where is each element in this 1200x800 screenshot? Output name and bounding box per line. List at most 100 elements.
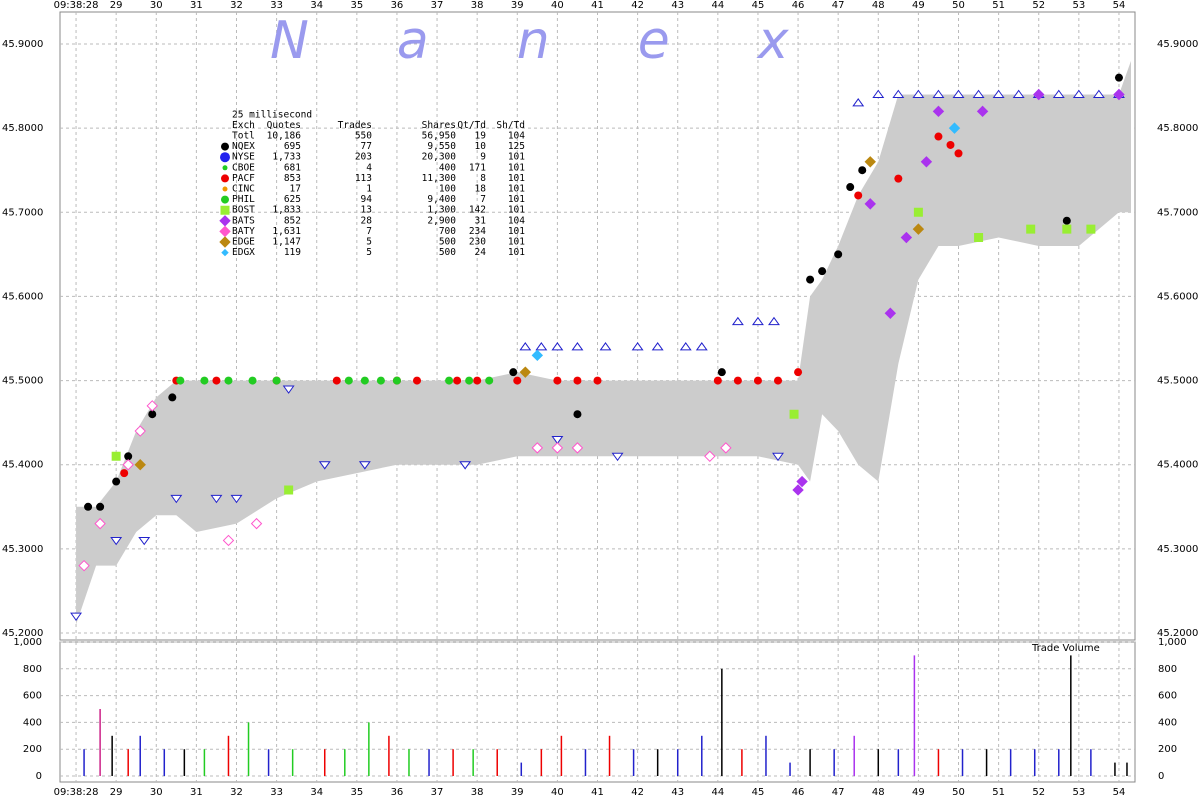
table-cell: NQEX <box>232 141 255 152</box>
x-tick-label: 36 <box>391 0 404 11</box>
volume-bar <box>701 735 703 776</box>
x-tick-label: 42 <box>631 787 644 798</box>
quote-marker <box>168 393 177 402</box>
quote-marker <box>284 485 294 495</box>
quote-marker <box>952 89 965 98</box>
volume-bar <box>809 749 811 776</box>
volume-bar <box>985 749 988 776</box>
quote-marker <box>1026 224 1036 234</box>
table-cell: 8 <box>480 173 486 184</box>
quote-marker <box>934 132 943 141</box>
quote-marker <box>138 536 151 546</box>
quote-marker <box>453 376 462 385</box>
x-tick-label: 37 <box>431 787 444 798</box>
quote-marker <box>358 461 371 470</box>
table-cell: 500 <box>439 237 456 248</box>
x-tick-label: 33 <box>270 0 283 11</box>
legend-symbol <box>219 236 231 248</box>
volume-bar <box>323 749 326 776</box>
table-cell: BATS <box>232 215 255 226</box>
quote-marker <box>864 198 876 210</box>
table-cell: CBOE <box>232 162 255 173</box>
y-tick-label: 600 <box>1158 691 1177 702</box>
table-cell: PHIL <box>232 194 255 205</box>
quote-marker <box>1012 89 1025 98</box>
x-tick-label: 51 <box>992 787 1005 798</box>
table-cell: 20,300 <box>422 152 457 163</box>
table-cell: 625 <box>284 194 301 205</box>
table-cell: 1,300 <box>427 205 456 216</box>
quote-marker <box>551 442 564 454</box>
volume-bar <box>496 749 498 776</box>
quote-marker <box>70 612 83 622</box>
quote-marker <box>376 376 385 385</box>
quote-marker <box>731 316 744 326</box>
x-tick-label: 42 <box>631 0 644 11</box>
table-cell: EDGE <box>232 237 255 248</box>
x-tick-label: 48 <box>872 787 885 798</box>
x-tick-label: 50 <box>952 0 965 11</box>
volume-bar <box>897 749 900 776</box>
quote-marker <box>720 442 732 454</box>
table-cell: PACF <box>232 173 255 184</box>
quote-marker <box>473 376 482 385</box>
table-cell: 400 <box>439 162 456 173</box>
quote-marker <box>1113 88 1125 101</box>
quote-marker <box>170 494 183 504</box>
table-cell: 101 <box>508 194 525 205</box>
quote-marker <box>772 452 784 462</box>
quote-marker <box>551 435 564 445</box>
legend-symbol <box>221 248 229 257</box>
table-cell: 7 <box>480 194 486 205</box>
quote-marker <box>920 156 933 168</box>
x-tick-label: 52 <box>1032 787 1045 798</box>
x-tick-label: 41 <box>591 787 604 798</box>
table-cell: 24 <box>475 247 487 258</box>
quote-marker <box>651 342 664 351</box>
table-cell: 5 <box>366 247 372 258</box>
table-cell: 19 <box>475 131 487 142</box>
table-cell: 230 <box>469 237 486 248</box>
table-cell: 9 <box>480 152 486 163</box>
quote-marker <box>210 494 223 504</box>
x-tick-label: 51 <box>992 0 1005 11</box>
y-tick-label: 800 <box>1158 664 1177 675</box>
quote-marker <box>854 191 863 200</box>
quote-marker <box>818 267 827 276</box>
table-header: Shares <box>422 120 456 131</box>
x-tick-label: 31 <box>190 787 203 798</box>
quote-marker <box>1114 73 1123 82</box>
y-tick-label: 800 <box>23 664 42 675</box>
quote-marker <box>912 223 925 235</box>
quote-marker <box>84 502 93 511</box>
y-tick-label: 600 <box>23 691 42 702</box>
x-tick-label: 54 <box>1113 0 1126 11</box>
volume-bar <box>520 762 523 776</box>
table-cell: 171 <box>469 162 486 173</box>
volume-bar <box>1009 749 1012 776</box>
y-tick-label: 45.9000 <box>1157 39 1198 50</box>
volume-bar <box>139 735 141 776</box>
x-tick-label: 47 <box>832 0 845 11</box>
volume-bar <box>1126 762 1128 776</box>
table-cell: 101 <box>508 184 525 195</box>
volume-bar <box>833 749 835 776</box>
table-cell: 7 <box>366 226 372 237</box>
quote-marker <box>1052 89 1065 98</box>
table-cell: 100 <box>439 184 456 195</box>
quote-marker <box>111 451 121 461</box>
quote-marker <box>1072 89 1085 98</box>
x-tick-label: 45 <box>752 787 765 798</box>
volume-bar <box>291 749 294 776</box>
x-tick-label: 46 <box>792 0 805 11</box>
quote-marker <box>224 376 233 385</box>
quote-marker <box>513 376 522 385</box>
table-cell: NYSE <box>232 152 255 163</box>
quote-marker <box>222 534 235 547</box>
quote-marker <box>1033 88 1045 101</box>
table-cell: 1,733 <box>272 152 301 163</box>
table-cell: 852 <box>284 215 301 226</box>
legend-symbol <box>221 174 229 183</box>
table-cell: 101 <box>508 173 525 184</box>
x-tick-label: 37 <box>431 0 444 11</box>
